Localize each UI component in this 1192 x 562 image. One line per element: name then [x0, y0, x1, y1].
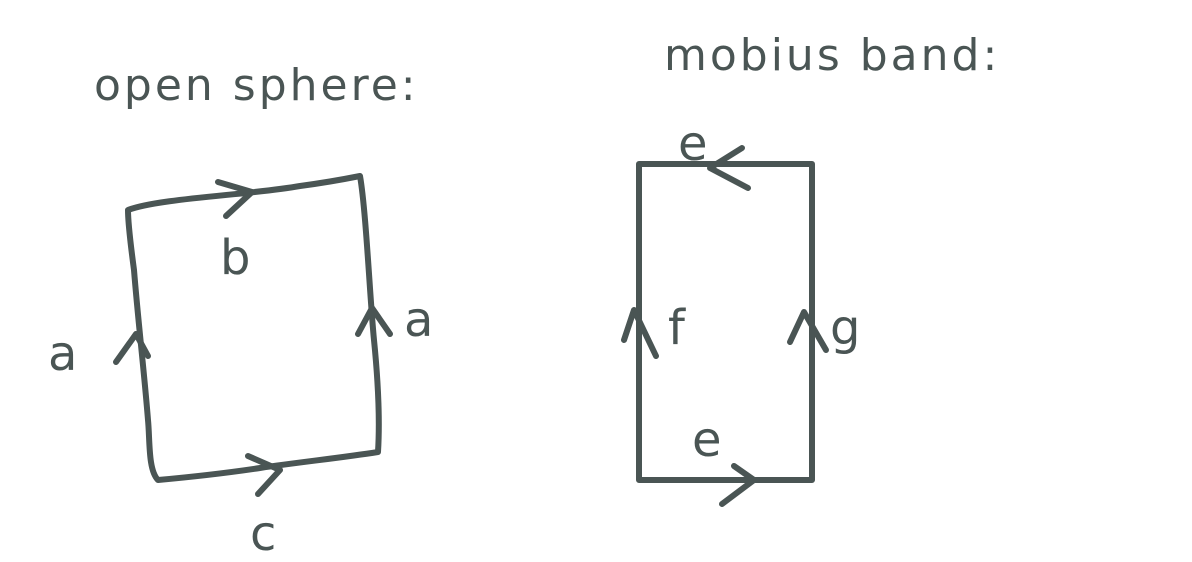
open-sphere-diagram: open sphere: a b a c — [48, 60, 433, 562]
left-edge-arrow-icon — [113, 331, 151, 365]
edge-label-bottom: e — [692, 412, 722, 468]
edge-label-left: a — [48, 326, 77, 382]
mobius-band-title: mobius band: — [664, 30, 1000, 81]
edge-label-right: g — [830, 300, 860, 356]
top-edge-arrow-icon — [215, 179, 255, 219]
mobius-band-diagram: mobius band: e f g e — [621, 30, 1000, 507]
mobius-band-rectangle — [636, 161, 815, 483]
open-sphere-square — [125, 173, 382, 483]
edge-label-right: a — [404, 292, 433, 348]
edge-label-top: e — [678, 116, 708, 172]
open-sphere-title: open sphere: — [94, 60, 419, 111]
top-edge-arrow-icon — [707, 145, 751, 191]
edge-label-bottom: c — [250, 506, 276, 562]
bottom-edge-arrow-icon — [245, 453, 283, 497]
left-edge-arrow-icon — [621, 307, 659, 359]
edge-label-top: b — [220, 230, 250, 286]
right-edge-arrow-icon — [787, 309, 829, 353]
edge-label-left: f — [668, 300, 686, 356]
bottom-edge-arrow-icon — [719, 463, 757, 507]
right-edge-arrow-icon — [355, 305, 393, 337]
